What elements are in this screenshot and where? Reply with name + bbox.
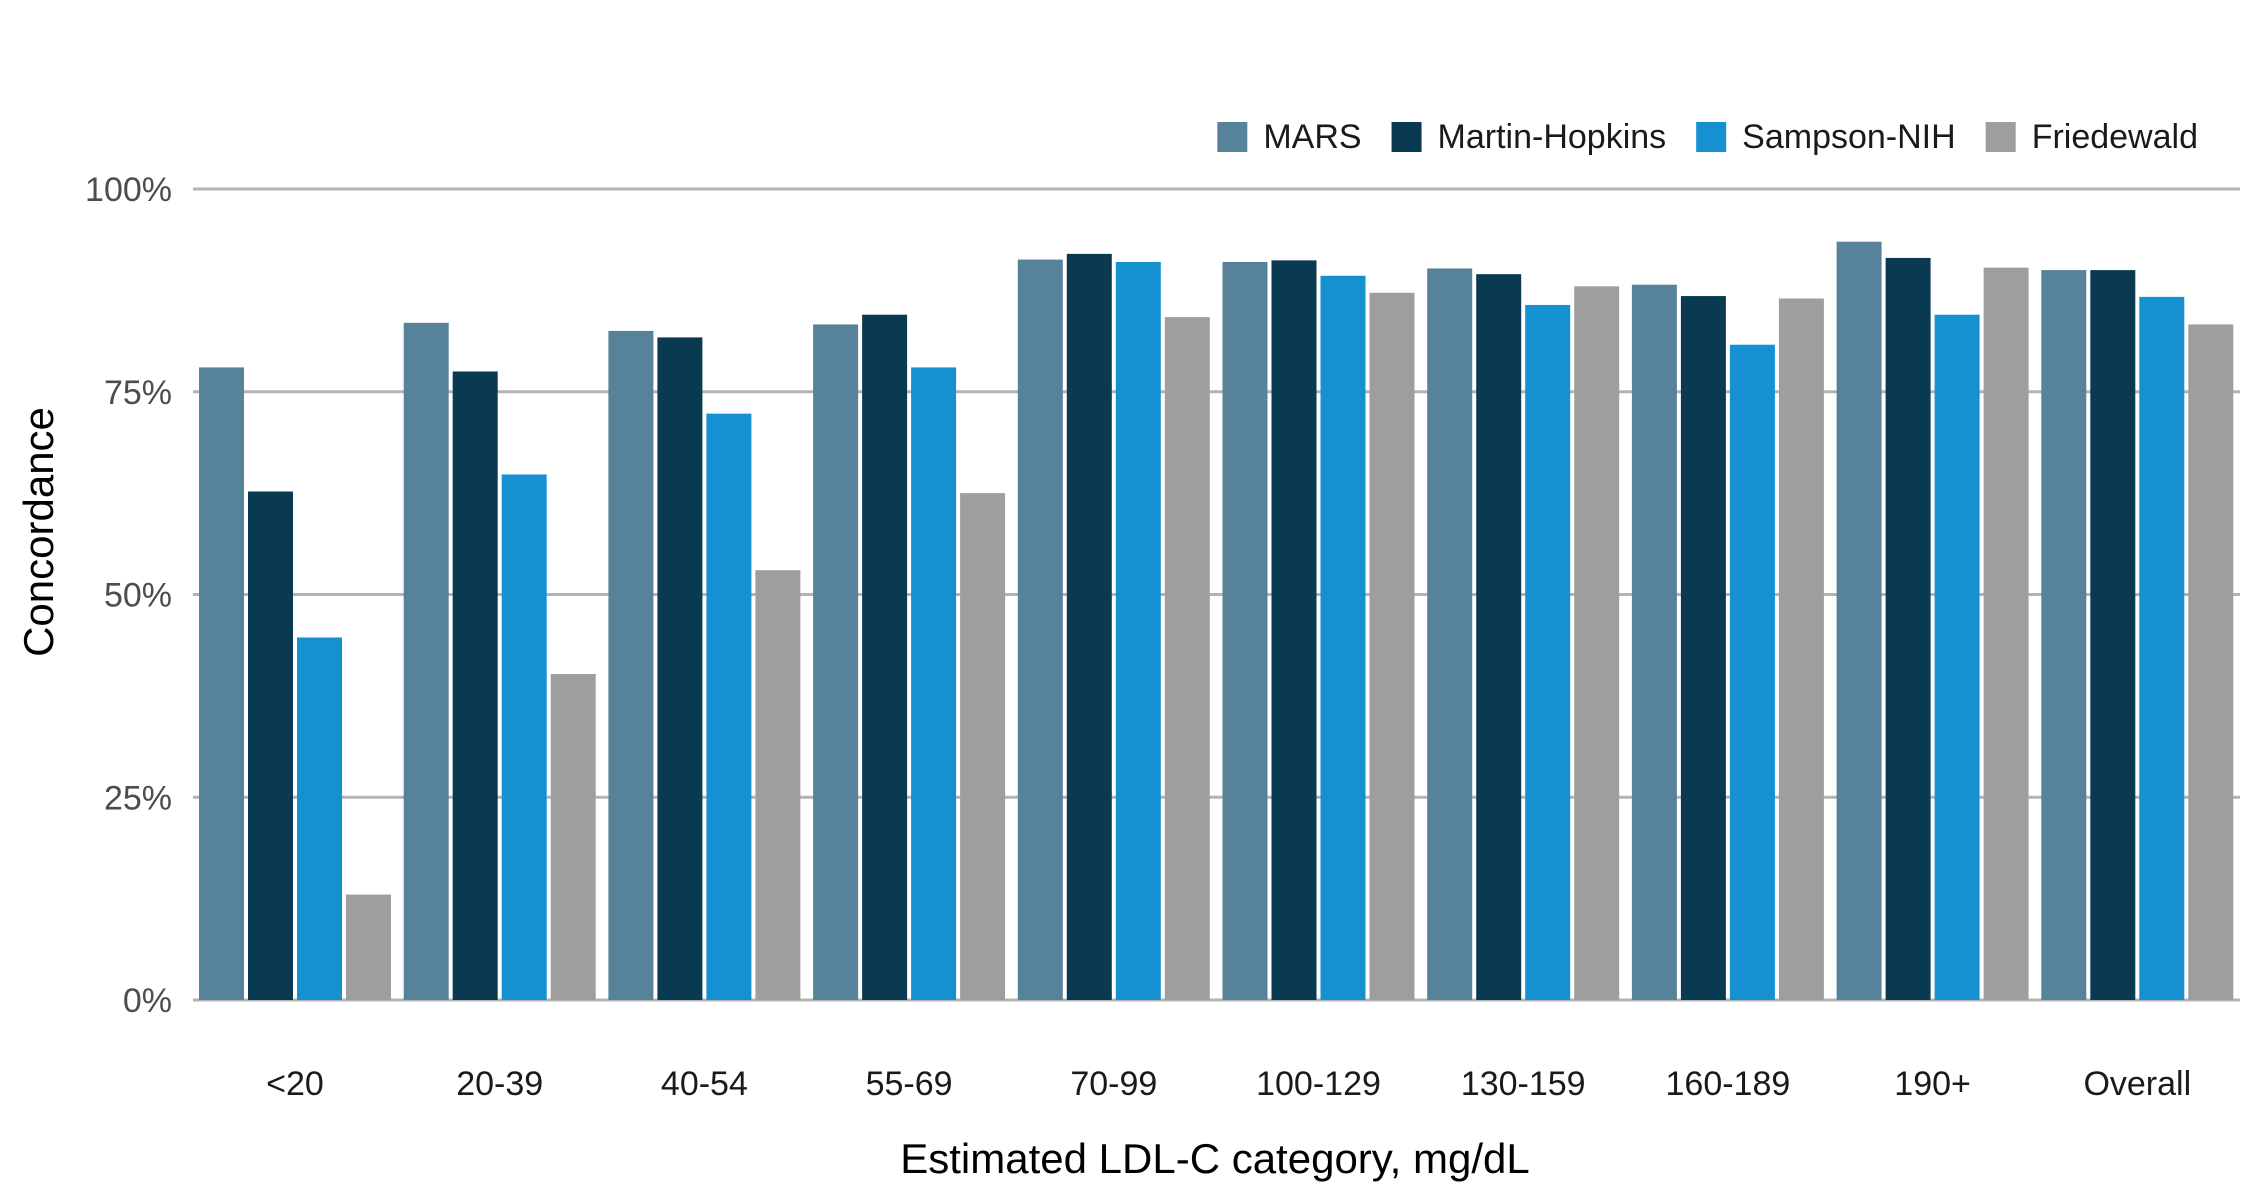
bar xyxy=(657,337,703,1001)
bar xyxy=(1320,275,1366,1001)
bar xyxy=(550,673,596,1000)
y-tick-label: 100% xyxy=(85,171,172,209)
bar xyxy=(1934,314,1980,1001)
y-tick-label: 0% xyxy=(123,982,172,1020)
bar xyxy=(1271,260,1317,1000)
legend-item: MARS xyxy=(1217,118,1362,156)
bar xyxy=(1115,261,1161,1000)
bar xyxy=(911,367,957,1000)
bar xyxy=(1885,257,1931,1000)
bar xyxy=(1729,344,1775,1000)
legend-label: Sampson-NIH xyxy=(1742,118,1956,156)
bar xyxy=(608,330,654,1000)
bar xyxy=(2188,324,2234,1000)
legend-label: MARS xyxy=(1263,118,1361,156)
bars xyxy=(199,241,2234,1001)
bar xyxy=(706,413,752,1001)
bar xyxy=(1631,284,1677,1000)
bar xyxy=(1427,268,1473,1000)
x-tick-label: 100-129 xyxy=(1256,1065,1381,1103)
gridlines xyxy=(193,187,2240,1002)
bar xyxy=(862,314,908,1001)
bar xyxy=(2041,270,2087,1001)
bar xyxy=(1680,296,1726,1000)
bar xyxy=(755,570,801,1000)
bar xyxy=(960,493,1006,1000)
legend-label: Martin-Hopkins xyxy=(1438,118,1667,156)
bar xyxy=(1222,261,1268,1000)
bar xyxy=(501,474,547,1000)
x-tick-label: 20-39 xyxy=(456,1065,543,1103)
x-tick-label: 130-159 xyxy=(1461,1065,1586,1103)
bar xyxy=(403,322,449,1000)
bar xyxy=(2139,296,2185,1000)
y-axis-title: Concordance xyxy=(15,407,62,657)
x-axis-ticks: <20 20-39 40-54 55-69 70-99 100-129 130-159 160… xyxy=(266,1065,2191,1103)
bar xyxy=(297,637,342,1000)
legend-label: Friedewald xyxy=(2032,118,2198,156)
bar xyxy=(1525,304,1571,1000)
bar xyxy=(248,491,293,1000)
legend-swatch xyxy=(1217,122,1248,152)
legend-item: Friedewald xyxy=(1985,118,2198,156)
bar xyxy=(1164,317,1210,1000)
bar xyxy=(1476,274,1522,1000)
y-axis-ticks: 0% 25% 50% 75% 100% xyxy=(85,171,172,1020)
bar xyxy=(1017,259,1063,1000)
legend-swatch xyxy=(1696,122,1727,152)
x-tick-label: 160-189 xyxy=(1666,1065,1791,1103)
x-tick-label: 190+ xyxy=(1894,1065,1971,1103)
bar xyxy=(1066,253,1112,1000)
y-tick-label: 50% xyxy=(104,577,172,615)
bar xyxy=(2090,270,2136,1001)
x-tick-label: 40-54 xyxy=(661,1065,748,1103)
legend: MARS Martin-Hopkins Sampson-NIH Friedewald xyxy=(1217,118,2198,156)
bar xyxy=(813,324,859,1000)
bar xyxy=(1778,298,1824,1000)
bar xyxy=(346,894,391,1000)
legend-swatch xyxy=(1391,122,1422,152)
bar xyxy=(452,371,498,1001)
bar xyxy=(1836,241,1882,1001)
bar xyxy=(1369,292,1415,1001)
bar xyxy=(1574,286,1620,1000)
y-tick-label: 75% xyxy=(104,374,172,412)
legend-item: Martin-Hopkins xyxy=(1391,118,1667,156)
x-tick-label: 55-69 xyxy=(866,1065,953,1103)
x-axis-title: Estimated LDL-C category, mg/dL xyxy=(900,1135,1530,1182)
x-tick-label: Overall xyxy=(2083,1065,2191,1103)
legend-item: Sampson-NIH xyxy=(1696,118,1956,156)
bar xyxy=(1983,267,2029,1000)
y-tick-label: 25% xyxy=(104,779,172,817)
x-tick-label: 70-99 xyxy=(1070,1065,1157,1103)
x-tick-label: <20 xyxy=(266,1065,324,1103)
bar xyxy=(199,367,244,1000)
legend-swatch xyxy=(1985,122,2016,152)
